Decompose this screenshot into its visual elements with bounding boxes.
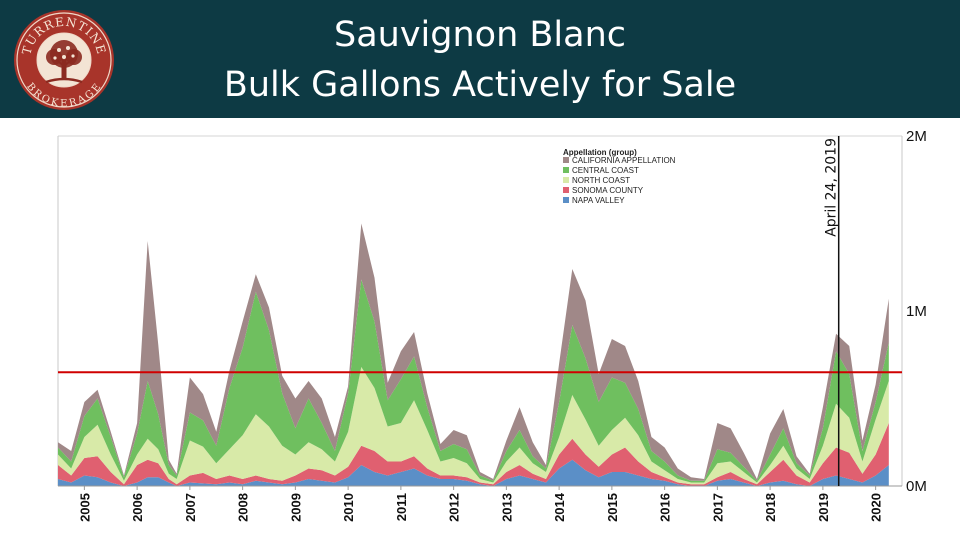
x-tick-label-2020: 2020 (869, 493, 884, 522)
y-tick-label-2M: 2M (906, 130, 927, 145)
legend-swatch-central-coast (563, 167, 569, 173)
x-tick-label-2018: 2018 (763, 493, 778, 522)
legend-swatch-california-appellation (563, 157, 569, 163)
turrentine-brokerage-logo: TURRENTINE BROKERAGE (14, 10, 114, 110)
grid (57, 135, 903, 486)
x-tick-label-2014: 2014 (552, 492, 567, 522)
area-california-appellation (58, 223, 889, 481)
x-tick-label-2017: 2017 (710, 493, 725, 522)
x-tick-label-2006: 2006 (130, 493, 145, 522)
area-series (58, 223, 889, 486)
axes: 2005 2006 2007 2008 2009 2010 2011 2012 2013 2014… (58, 130, 927, 522)
area-napa-valley (58, 459, 889, 486)
x-tick-label-2013: 2013 (499, 493, 514, 522)
legend-swatch-napa-valley (563, 197, 569, 203)
x-tick-label-2011: 2011 (394, 493, 409, 521)
legend-label-napa-valley: NAPA VALLEY (572, 196, 625, 205)
y-tick-label-0M: 0M (906, 478, 927, 495)
x-tick-label-2009: 2009 (288, 493, 303, 522)
title-line-1: Sauvignon Blanc (333, 15, 626, 55)
x-tick-label-2007: 2007 (183, 493, 198, 522)
x-tick-label-2016: 2016 (658, 493, 673, 522)
annotations: April 24, 2019 (58, 136, 902, 486)
tree-icon (45, 40, 83, 84)
chart-area: 2005 2006 2007 2008 2009 2010 2011 2012 2013 2014… (0, 130, 960, 540)
area-north-coast (58, 367, 889, 485)
x-tick-label-2008: 2008 (236, 493, 251, 522)
legend-label-sonoma-county: SONOMA COUNTY (572, 186, 644, 195)
legend-swatch-north-coast (563, 177, 569, 183)
legend-label-california-appellation: CALIFORNIA APPELLATION (572, 156, 676, 165)
legend-swatch-sonoma-county (563, 187, 569, 193)
x-tick-label-2012: 2012 (447, 493, 462, 522)
legend-label-north-coast: NORTH COAST (572, 176, 630, 185)
stacked-area-chart: 2005 2006 2007 2008 2009 2010 2011 2012 2013 2014… (57, 130, 927, 522)
x-tick-label-2015: 2015 (605, 493, 620, 522)
title-line-2: Bulk Gallons Actively for Sale (223, 65, 737, 105)
legend-title: Appellation (group) (563, 148, 637, 157)
x-tick-label-2005: 2005 (77, 493, 92, 522)
annotation-label: April 24, 2019 (824, 138, 840, 237)
x-tick-label-2010: 2010 (341, 493, 356, 522)
y-tick-label-1M: 1M (906, 303, 927, 320)
header-banner: TURRENTINE BROKERAGE Sauvignon Blanc Bul… (0, 0, 960, 118)
area-central-coast (58, 279, 889, 483)
legend-label-central-coast: CENTRAL COAST (572, 166, 639, 175)
legend: Appellation (group)CALIFORNIA APPELLATIO… (563, 148, 676, 205)
x-tick-label-2019: 2019 (816, 493, 831, 522)
area-sonoma-county (58, 423, 889, 486)
